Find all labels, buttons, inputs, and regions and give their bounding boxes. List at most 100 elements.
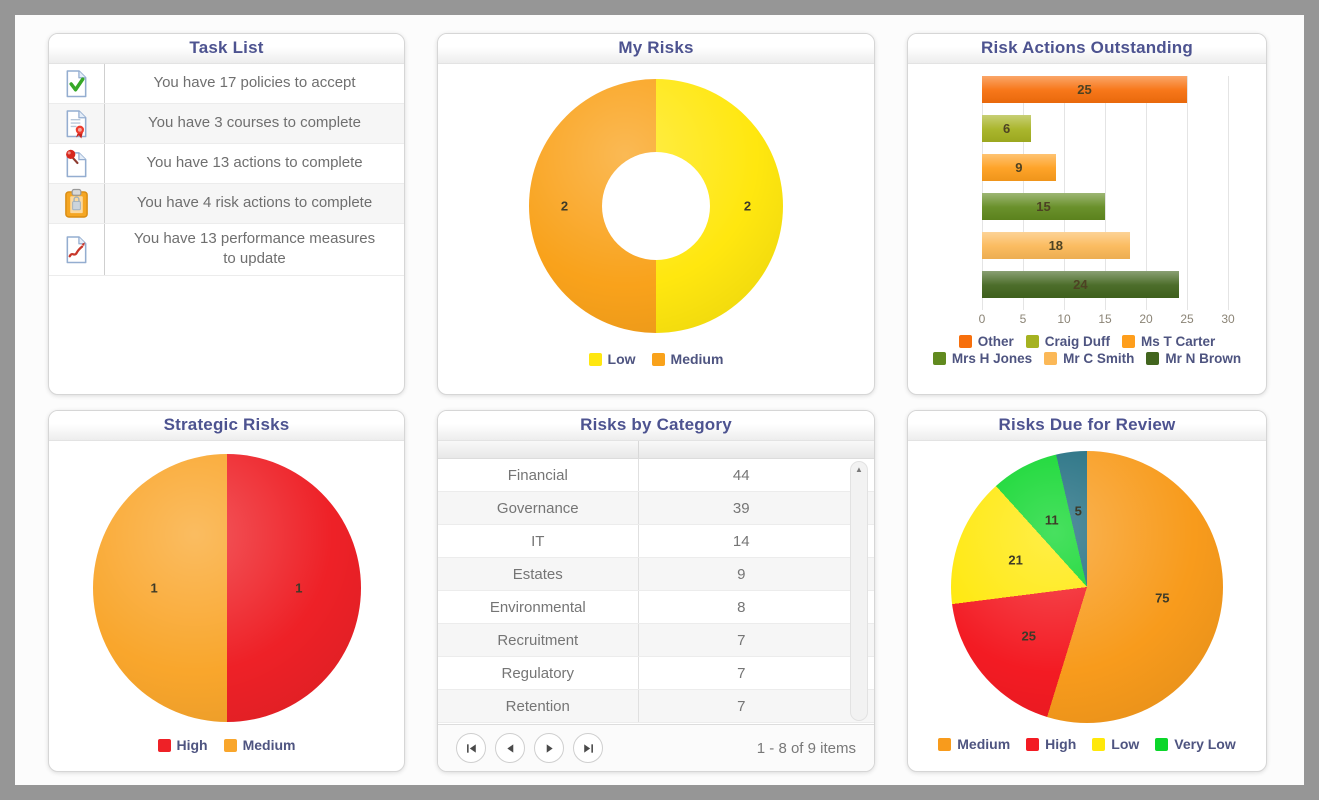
task-list-item[interactable]: You have 13 performance measures to upda… (49, 224, 404, 276)
legend-row: Other Craig Duff Ms T Carter (958, 334, 1216, 349)
scroll-up-icon[interactable]: ▲ (855, 465, 863, 474)
legend-label: High (176, 737, 208, 753)
legend-label: Mr C Smith (1063, 351, 1135, 366)
bar-mr-n-brown[interactable]: 24 (982, 271, 1179, 298)
legend-swatch-icon (958, 335, 972, 348)
table-row[interactable]: Environmental 8 (438, 591, 874, 624)
legend-item: Mr C Smith (1044, 351, 1134, 366)
task-text: You have 13 performance measures to upda… (133, 230, 376, 268)
strategic-risks-legend: High Medium (157, 737, 296, 753)
pager-first-icon (465, 742, 478, 755)
pager-first-button[interactable] (456, 733, 486, 763)
legend-swatch-icon (1026, 737, 1040, 751)
task-text: You have 4 risk actions to complete (136, 194, 373, 212)
legend-swatch-icon (223, 738, 237, 752)
legend-item: High (1026, 736, 1076, 752)
legend-swatch-icon (1121, 335, 1135, 348)
category-cell: Estates (438, 558, 639, 590)
bar-mrs-h-jones[interactable]: 15 (982, 193, 1105, 220)
table-row[interactable]: Recruitment 7 (438, 624, 874, 657)
legend-item: Craig Duff (1025, 334, 1110, 349)
doc-ribbon-icon (49, 104, 105, 143)
risks-due-legend: Medium High Low Very Low (938, 736, 1236, 752)
pager-status: 1 - 8 of 9 items (756, 739, 856, 757)
doc-check-icon (49, 64, 105, 103)
category-cell: Retention (438, 690, 639, 722)
risk-actions-legend: Other Craig Duff Ms T Carter Mrs H Jones Mr … (908, 334, 1266, 366)
table-row[interactable]: Retention 7 (438, 690, 874, 723)
legend-label: High (1045, 736, 1077, 752)
table-column-headers (438, 441, 874, 459)
task-list-item[interactable]: You have 4 risk actions to complete (49, 184, 404, 224)
category-cell: Environmental (438, 591, 639, 623)
x-axis-tick-label: 30 (1221, 312, 1235, 326)
bar-mr-c-smith[interactable]: 18 (982, 232, 1130, 259)
bar-value-label: 6 (1002, 121, 1011, 136)
risk-actions-title: Risk Actions Outstanding (908, 34, 1266, 64)
legend-swatch-icon (1155, 737, 1169, 751)
task-list-item[interactable]: You have 3 courses to complete (49, 104, 404, 144)
legend-label: Medium (670, 351, 724, 367)
bar-value-label: 25 (1077, 82, 1092, 97)
pager-last-button[interactable] (573, 733, 603, 763)
bar-row: 18 (982, 232, 1228, 259)
pager-next-button[interactable] (534, 733, 564, 763)
x-axis-tick-label: 25 (1180, 312, 1194, 326)
dashboard-canvas: Task List You have 17 policies to accept… (15, 15, 1304, 785)
gridline (1228, 76, 1229, 310)
gridline (1187, 76, 1188, 310)
risks-table: Financial 44 Governance 39 IT 14 Estates 9 Envir… (438, 459, 874, 724)
x-axis-tick-label: 5 (1019, 312, 1027, 326)
slice-value-label: 5 (1074, 503, 1082, 519)
table-row[interactable]: Regulatory 7 (438, 657, 874, 690)
bar-ms-t-carter[interactable]: 9 (982, 154, 1056, 181)
legend-swatch-icon (157, 738, 171, 752)
table-row[interactable]: Financial 44 (438, 459, 874, 492)
slice-value-label: 2 (743, 198, 752, 214)
legend-label: Low (607, 351, 636, 367)
doc-pin-icon (49, 144, 105, 183)
count-cell: 44 (732, 466, 750, 484)
bar-row: 25 (982, 76, 1228, 103)
doc-chart-icon (49, 224, 105, 275)
slice-value-label: 21 (1008, 552, 1023, 568)
bar-craig-duff[interactable]: 6 (982, 115, 1032, 142)
legend-item: Low (588, 351, 636, 367)
count-cell: 7 (737, 631, 746, 649)
task-list-item[interactable]: You have 13 actions to complete (49, 144, 404, 184)
table-row[interactable]: Estates 9 (438, 558, 874, 591)
table-scrollbar[interactable]: ▲ (850, 461, 868, 721)
risk-actions-bar-chart[interactable]: 25 6 9 15 18 24 (982, 76, 1229, 310)
panel-task-list: Task List You have 17 policies to accept… (48, 33, 405, 395)
legend-swatch-icon (588, 352, 602, 366)
count-cell: 8 (737, 598, 746, 616)
pager-last-icon (582, 742, 595, 755)
legend-label: Ms T Carter (1140, 334, 1216, 349)
pager-prev-button[interactable] (495, 733, 525, 763)
legend-item: Other (958, 334, 1014, 349)
risks-due-chart-area: 75 25 21 11 5 Medium High Low Very Low (908, 441, 1266, 771)
legend-item: Low (1092, 736, 1139, 752)
category-cell: Financial (438, 459, 639, 491)
legend-swatch-icon (938, 737, 952, 751)
bar-other[interactable]: 25 (982, 76, 1187, 103)
bar-value-label: 18 (1048, 238, 1064, 253)
table-row[interactable]: Governance 39 (438, 492, 874, 525)
task-list-title: Task List (49, 34, 404, 64)
category-cell: Governance (438, 492, 639, 524)
slice-value-label: 75 (1155, 590, 1170, 606)
slice-value-label: 2 (560, 198, 569, 214)
legend-item: Mrs H Jones (932, 351, 1032, 366)
bar-row: 9 (982, 154, 1228, 181)
table-row[interactable]: IT 14 (438, 525, 874, 558)
legend-item: High (157, 737, 208, 753)
x-axis-tick-label: 20 (1139, 312, 1153, 326)
task-list-item[interactable]: You have 17 policies to accept (49, 64, 404, 104)
legend-item: Medium (938, 736, 1010, 752)
risks-due-pie-chart[interactable]: 75 25 21 11 5 (951, 451, 1223, 723)
category-cell: IT (438, 525, 639, 557)
legend-row: Mrs H Jones Mr C Smith Mr N Brown (932, 351, 1241, 366)
